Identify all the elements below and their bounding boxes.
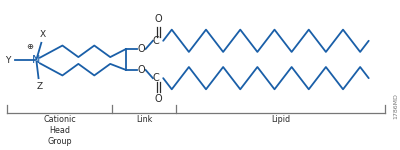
Text: O: O bbox=[137, 65, 145, 75]
Text: O: O bbox=[154, 94, 162, 104]
Text: 1786MD: 1786MD bbox=[394, 93, 399, 119]
Text: N: N bbox=[32, 56, 41, 66]
Text: Z: Z bbox=[36, 82, 42, 91]
Text: O: O bbox=[137, 44, 145, 54]
Text: Y: Y bbox=[5, 56, 11, 65]
Text: X: X bbox=[40, 30, 46, 39]
Text: Lipid: Lipid bbox=[271, 115, 290, 124]
Text: O: O bbox=[154, 15, 162, 24]
Text: Link: Link bbox=[136, 115, 152, 124]
Text: C: C bbox=[153, 36, 159, 46]
Text: ⊕: ⊕ bbox=[26, 42, 33, 51]
Text: C: C bbox=[153, 73, 159, 83]
Text: Cationic
Head
Group: Cationic Head Group bbox=[43, 115, 76, 146]
